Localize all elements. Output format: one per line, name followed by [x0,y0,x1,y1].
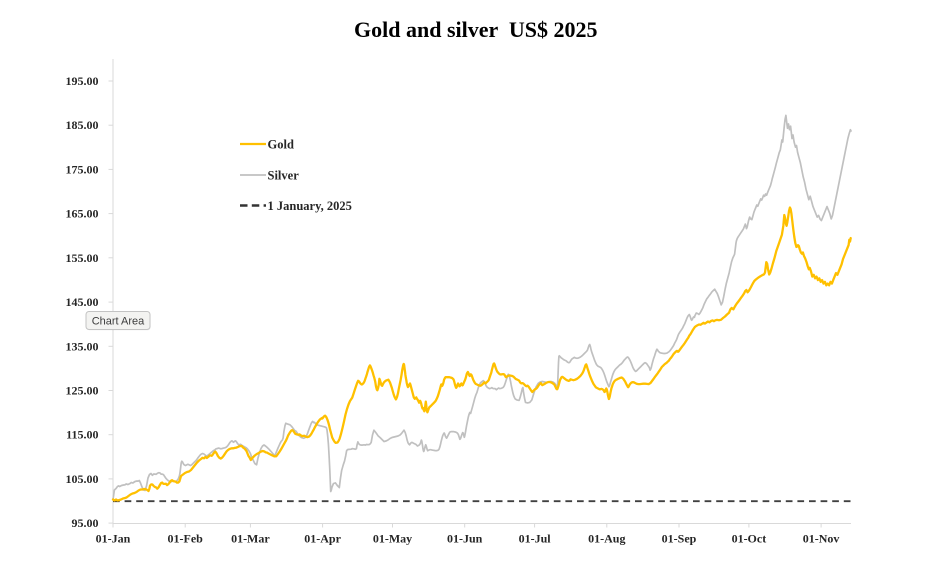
svg-text:01-Nov: 01-Nov [803,532,840,546]
svg-text:Gold: Gold [268,138,294,152]
svg-text:01-Jul: 01-Jul [519,532,552,546]
svg-text:Silver: Silver [268,169,300,183]
svg-text:01-Apr: 01-Apr [304,532,341,546]
svg-text:165.00: 165.00 [66,207,99,221]
svg-text:185.00: 185.00 [66,118,99,132]
svg-text:195.00: 195.00 [66,74,99,88]
svg-text:175.00: 175.00 [66,162,99,176]
svg-text:145.00: 145.00 [66,295,99,309]
svg-text:01-Sep: 01-Sep [662,532,697,546]
svg-text:1 January, 2025: 1 January, 2025 [268,199,352,213]
svg-text:01-Aug: 01-Aug [588,532,625,546]
svg-text:01-Oct: 01-Oct [732,532,767,546]
svg-text:155.00: 155.00 [66,251,99,265]
svg-text:01-Jun: 01-Jun [447,532,483,546]
svg-text:135.00: 135.00 [66,339,99,353]
svg-text:01-Mar: 01-Mar [231,532,270,546]
svg-text:Chart Area: Chart Area [92,316,145,328]
svg-text:Gold and silver US$ 2025: Gold and silver US$ 2025 [354,17,597,42]
svg-text:01-May: 01-May [373,532,412,546]
svg-text:01-Feb: 01-Feb [168,532,204,546]
svg-text:105.00: 105.00 [66,472,99,486]
svg-text:01-Jan: 01-Jan [96,532,131,546]
svg-text:115.00: 115.00 [66,428,98,442]
svg-text:95.00: 95.00 [72,516,99,530]
svg-text:125.00: 125.00 [66,384,99,398]
